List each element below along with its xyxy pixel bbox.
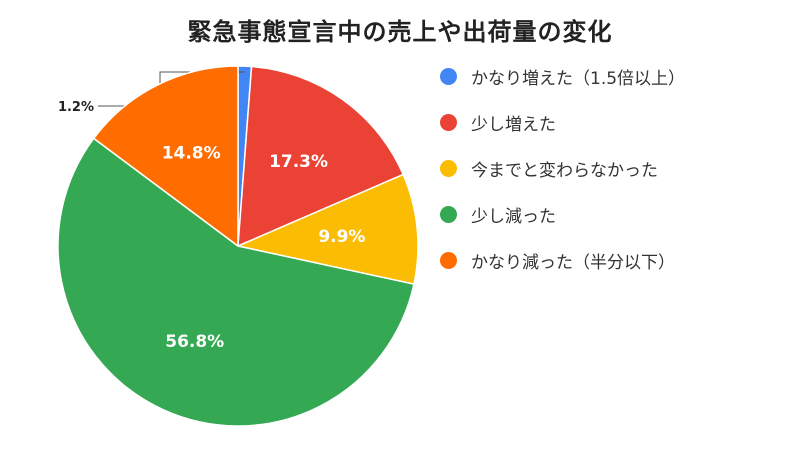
legend: かなり増えた（1.5倍以上） 少し増えた今までと変わらなかった 少し減ったかなり減っ… (440, 62, 790, 292)
slice-label-4: 14.8% (162, 144, 221, 164)
legend-item-2: 今までと変わらなかった (440, 154, 790, 182)
slice-label-1: 17.3% (269, 152, 328, 172)
chart-title: 緊急事態宣言中の売上や出荷量の変化 (187, 18, 613, 46)
slice-label-0: 1.2% (58, 100, 94, 115)
pie-slice-3 (57, 137, 415, 427)
legend-item-3: 少し減った (440, 200, 790, 228)
legend-label-0: かなり増えた（1.5倍以上） (471, 68, 686, 89)
legend-swatch-4 (440, 251, 457, 269)
legend-item-0: かなり増えた（1.5倍以上） (440, 62, 790, 90)
pie-slice-1 (237, 65, 405, 248)
legend-label-3: 少し減った (471, 206, 556, 227)
slice-label-2: 9.9% (318, 227, 365, 247)
pie-slice-4 (92, 65, 239, 248)
legend-swatch-3 (440, 205, 457, 223)
legend-swatch-0 (440, 67, 457, 85)
slice-label-3: 56.8% (165, 332, 224, 352)
legend-item-4: かなり減った（半分以下） (440, 246, 790, 274)
legend-item-1: 少し増えた (440, 108, 790, 136)
legend-label-4: かなり減った（半分以下） (471, 252, 675, 273)
legend-swatch-2 (440, 159, 457, 177)
legend-swatch-1 (440, 113, 457, 131)
pie-slice-2 (235, 173, 419, 286)
legend-label-2: 今までと変わらなかった (471, 160, 658, 181)
legend-label-1: 少し増えた (471, 114, 556, 135)
